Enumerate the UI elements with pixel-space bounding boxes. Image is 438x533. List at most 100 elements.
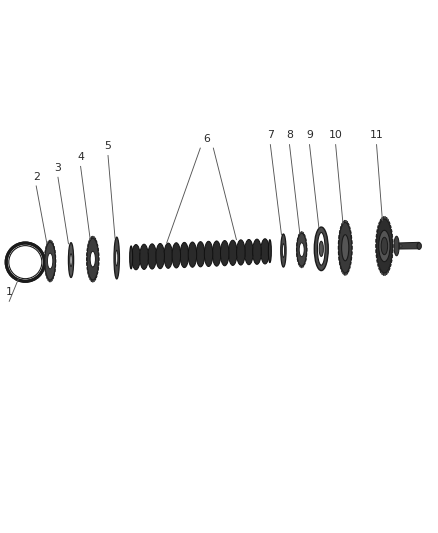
Polygon shape — [55, 264, 56, 268]
Ellipse shape — [417, 243, 421, 249]
Polygon shape — [391, 229, 392, 233]
Polygon shape — [50, 240, 51, 242]
Polygon shape — [52, 241, 53, 244]
Polygon shape — [297, 258, 298, 262]
Polygon shape — [297, 238, 298, 241]
Polygon shape — [389, 221, 390, 225]
Text: 3: 3 — [54, 163, 61, 173]
Ellipse shape — [261, 239, 269, 264]
Polygon shape — [306, 243, 307, 246]
Polygon shape — [380, 219, 381, 223]
Polygon shape — [392, 249, 393, 253]
Polygon shape — [339, 230, 340, 234]
Polygon shape — [351, 235, 352, 239]
Polygon shape — [305, 238, 307, 241]
Polygon shape — [341, 223, 342, 227]
Polygon shape — [350, 230, 351, 234]
Polygon shape — [349, 265, 350, 269]
Ellipse shape — [212, 241, 221, 266]
Text: 5: 5 — [105, 141, 111, 151]
Polygon shape — [298, 262, 299, 265]
Polygon shape — [95, 277, 96, 280]
Polygon shape — [90, 238, 91, 241]
Polygon shape — [46, 243, 47, 246]
Polygon shape — [390, 263, 391, 267]
Polygon shape — [90, 277, 91, 280]
Polygon shape — [94, 279, 95, 282]
Text: 4: 4 — [77, 152, 84, 162]
Polygon shape — [383, 273, 384, 276]
Polygon shape — [92, 236, 93, 238]
Polygon shape — [388, 219, 389, 223]
Polygon shape — [94, 236, 95, 239]
Ellipse shape — [376, 219, 392, 273]
Polygon shape — [385, 273, 386, 276]
Ellipse shape — [299, 243, 304, 257]
Polygon shape — [376, 254, 377, 258]
Ellipse shape — [87, 238, 99, 280]
Polygon shape — [349, 226, 350, 230]
Polygon shape — [352, 246, 353, 249]
Ellipse shape — [253, 239, 261, 264]
Ellipse shape — [188, 242, 197, 267]
Polygon shape — [383, 216, 384, 219]
Polygon shape — [305, 258, 307, 262]
Ellipse shape — [114, 237, 120, 279]
Polygon shape — [340, 226, 341, 230]
Polygon shape — [88, 240, 89, 244]
Polygon shape — [338, 246, 339, 249]
Polygon shape — [380, 270, 381, 273]
Polygon shape — [92, 280, 93, 282]
Polygon shape — [377, 229, 378, 233]
Ellipse shape — [156, 244, 164, 269]
Polygon shape — [53, 243, 54, 246]
Polygon shape — [389, 266, 390, 271]
Polygon shape — [386, 271, 387, 275]
Polygon shape — [376, 234, 377, 238]
Polygon shape — [98, 267, 99, 270]
Ellipse shape — [205, 241, 213, 266]
Polygon shape — [49, 280, 50, 282]
Ellipse shape — [130, 246, 133, 269]
Ellipse shape — [116, 250, 118, 266]
Polygon shape — [347, 221, 348, 224]
Ellipse shape — [140, 244, 148, 269]
Polygon shape — [378, 221, 380, 225]
Polygon shape — [97, 244, 98, 247]
Ellipse shape — [342, 237, 348, 258]
Text: 6: 6 — [203, 134, 210, 144]
Polygon shape — [392, 254, 393, 258]
Polygon shape — [96, 240, 97, 244]
Polygon shape — [375, 244, 376, 248]
Ellipse shape — [318, 232, 325, 265]
Polygon shape — [392, 239, 393, 243]
Polygon shape — [388, 270, 389, 273]
Polygon shape — [344, 273, 345, 276]
Polygon shape — [386, 217, 387, 221]
Polygon shape — [385, 216, 386, 219]
Text: 2: 2 — [33, 172, 40, 182]
Polygon shape — [45, 269, 46, 272]
Polygon shape — [44, 264, 45, 268]
Polygon shape — [377, 259, 378, 263]
Ellipse shape — [314, 227, 328, 271]
Polygon shape — [301, 231, 302, 233]
Polygon shape — [55, 269, 56, 272]
Polygon shape — [88, 274, 89, 278]
Polygon shape — [306, 253, 307, 257]
Ellipse shape — [47, 253, 53, 269]
Ellipse shape — [164, 243, 173, 268]
Polygon shape — [52, 278, 53, 281]
Polygon shape — [338, 240, 339, 244]
Polygon shape — [304, 262, 305, 265]
Ellipse shape — [342, 235, 349, 261]
Polygon shape — [55, 250, 56, 253]
Polygon shape — [348, 269, 349, 272]
Ellipse shape — [339, 222, 352, 273]
Ellipse shape — [381, 237, 388, 255]
Polygon shape — [392, 244, 393, 248]
Polygon shape — [378, 225, 379, 229]
Ellipse shape — [268, 240, 271, 263]
Polygon shape — [48, 241, 49, 244]
Ellipse shape — [319, 241, 323, 256]
